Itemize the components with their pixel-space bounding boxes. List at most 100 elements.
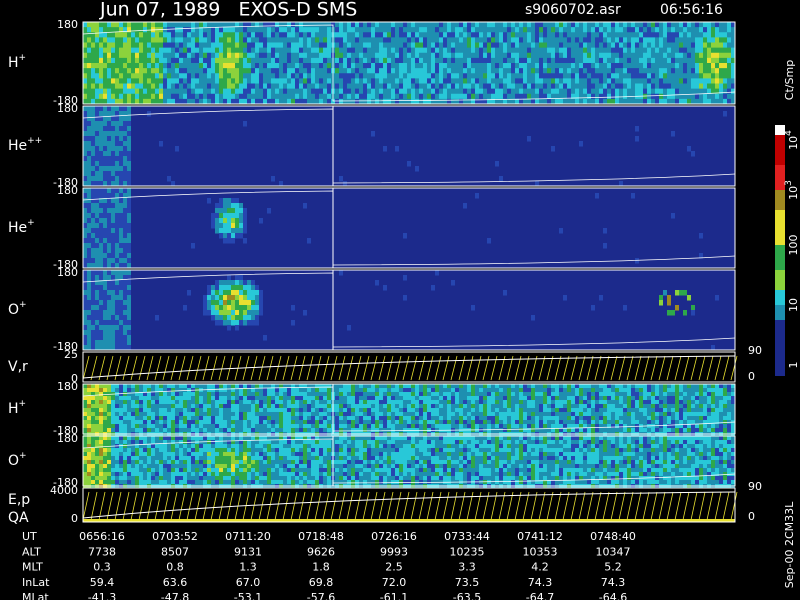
spectrogram-cell (503, 78, 507, 84)
spectrogram-cell (95, 275, 99, 281)
spectrogram-cell (87, 388, 91, 393)
spectrogram-cell (87, 93, 91, 100)
spectrogram-cell (459, 83, 463, 90)
spectrogram-cell (463, 27, 467, 33)
spectrogram-cell (335, 420, 339, 425)
spectrogram-cell (531, 315, 535, 321)
spectrogram-cell (235, 47, 239, 54)
spectrogram-cell (619, 98, 623, 105)
spectrogram-cell (479, 57, 483, 64)
spectrogram-cell (191, 73, 195, 79)
spectrogram-cell (231, 300, 235, 306)
spectrogram-cell (495, 428, 499, 433)
spectrogram-cell (447, 78, 451, 84)
spectrogram-cell (83, 258, 87, 264)
spectrogram-cell (667, 98, 671, 105)
spectrogram-cell (347, 384, 351, 389)
spectrogram-cell (99, 275, 103, 281)
spectrogram-cell (531, 404, 535, 409)
spectrogram-cell (239, 22, 243, 28)
spectrogram-cell (291, 52, 295, 59)
spectrogram-cell (495, 416, 499, 421)
spectrogram-cell (99, 325, 103, 331)
spectrogram-cell (259, 305, 263, 311)
spectrogram-cell (615, 27, 619, 33)
spectrogram-cell (523, 428, 527, 433)
spectrogram-cell (275, 52, 279, 59)
spectrogram-cell (627, 63, 631, 69)
spectrogram-cell (319, 412, 323, 417)
spectrogram-cell (463, 88, 467, 95)
spectrogram-cell (151, 388, 155, 393)
spectrogram-cell (315, 57, 319, 64)
spectrogram-cell (483, 420, 487, 425)
spectrogram-cell (483, 47, 487, 54)
spectrogram-cell (411, 396, 415, 401)
spectrogram-cell (383, 47, 387, 54)
spectrogram-cell (87, 176, 91, 182)
spectrogram-cell (107, 176, 111, 182)
spectrogram-cell (351, 32, 355, 38)
spectrogram-cell (491, 396, 495, 401)
spectrogram-cell (691, 22, 695, 28)
spectrogram-cell (647, 47, 651, 54)
spectrogram-cell (275, 396, 279, 401)
spectrogram-cell (139, 52, 143, 59)
spectrogram-cell (123, 83, 127, 90)
spectrogram-cell (307, 32, 311, 38)
spectrogram-cell (99, 213, 103, 219)
spectrogram-cell (127, 233, 131, 239)
spectrogram-cell (227, 73, 231, 79)
spectrogram-cell (91, 388, 95, 393)
spectrogram-cell (87, 146, 91, 152)
spectrogram-cell (131, 78, 135, 84)
spectrogram-cell (127, 388, 131, 393)
spectrogram-cell (91, 325, 95, 331)
spectrogram-cell (227, 93, 231, 100)
spectrogram-cell (403, 416, 407, 421)
spectrogram-cell (311, 388, 315, 393)
spectrogram-cell (307, 88, 311, 95)
spectrogram-cell (83, 270, 87, 276)
spectrogram-cell (311, 416, 315, 421)
spectrogram-cell (367, 57, 371, 64)
spectrogram-cell (307, 392, 311, 397)
spectrogram-cell (379, 424, 383, 429)
spectrogram-cell (427, 420, 431, 425)
spectrogram-cell (459, 392, 463, 397)
spectrogram-cell (127, 310, 131, 316)
spectrogram-cell (83, 392, 87, 397)
spectrogram-cell (395, 420, 399, 425)
spectrogram-cell (535, 63, 539, 69)
spectrogram-cell (379, 93, 383, 100)
spectrogram-cell (375, 83, 379, 90)
spectrogram-cell (83, 193, 87, 199)
spectrogram-cell (483, 37, 487, 43)
spectrogram-cell (515, 47, 519, 54)
spectrogram-cell (367, 63, 371, 69)
spectrogram-cell (571, 22, 575, 28)
spectrogram-cell (439, 68, 443, 74)
spectrogram-cell (539, 408, 543, 413)
spectrogram-cell (639, 22, 643, 28)
spectrogram-cell (219, 83, 223, 90)
spectrogram-cell (347, 22, 351, 28)
spectrogram-cell (127, 166, 131, 172)
spectrogram-cell (451, 73, 455, 79)
spectrogram-cell (311, 32, 315, 38)
spectrogram-cell (471, 88, 475, 95)
spectrogram-cell (435, 37, 439, 43)
spectrogram-cell (175, 42, 179, 49)
spectrogram-cell (635, 83, 639, 90)
spectrogram-cell (223, 233, 227, 239)
spectrogram-cell (107, 340, 111, 346)
spectrogram-cell (83, 146, 87, 152)
spectrogram-cell (239, 47, 243, 54)
spectrogram-cell (95, 310, 99, 316)
spectrogram-cell (235, 213, 239, 219)
spectrogram-cell (459, 32, 463, 38)
spectrogram-cell (291, 63, 295, 69)
spectrogram-cell (119, 93, 123, 100)
spectrogram-cell (131, 428, 135, 433)
spectrogram-cell (95, 420, 99, 425)
